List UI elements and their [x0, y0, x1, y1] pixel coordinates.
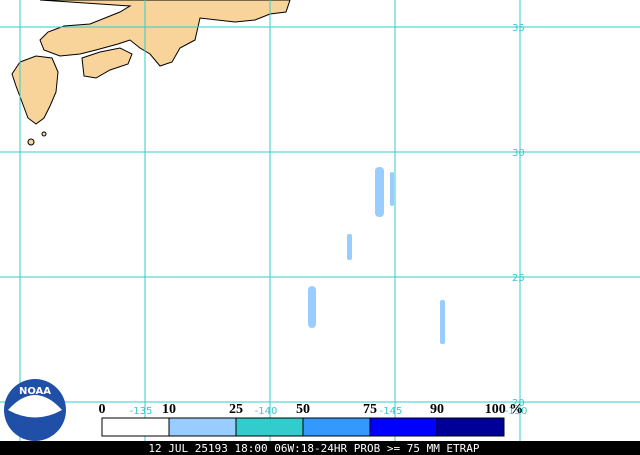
legend-label: 75 [363, 402, 377, 417]
lon-label: -135 [130, 406, 153, 417]
legend-label: 0 [99, 402, 106, 417]
legend: 0 10 25 50 75 90 100 % [99, 402, 524, 437]
lat-label: 20 [512, 398, 525, 409]
probability-areas [308, 167, 445, 344]
lat-label: 35 [512, 23, 525, 34]
island [27, 138, 35, 146]
legend-swatch [369, 417, 438, 437]
legend-swatch [436, 417, 505, 437]
probability-area [390, 172, 394, 206]
lon-label: -145 [380, 406, 403, 417]
logo-text: NOAA [19, 386, 51, 397]
lon-label: -150 [505, 406, 528, 417]
noaa-logo: NOAA [4, 379, 66, 441]
footer-text: 12 JUL 25193 18:00 06W:18-24HR PROB >= 7… [148, 442, 480, 455]
land [11, 0, 291, 146]
island [41, 131, 47, 137]
lat-label: 30 [512, 148, 525, 159]
kyushu [11, 55, 59, 125]
legend-swatch [235, 417, 304, 437]
shikoku [81, 47, 133, 79]
legend-label: 25 [229, 402, 243, 417]
probability-area [375, 167, 384, 217]
legend-label: 50 [296, 402, 310, 417]
footer-bar [0, 441, 640, 455]
grid: 35 30 25 20 -135 -140 -145 -150 [0, 0, 640, 441]
legend-swatch [168, 417, 237, 437]
logo-gull [8, 395, 62, 418]
legend-swatch [302, 417, 371, 437]
lon-label: -140 [255, 406, 278, 417]
legend-label: 90 [430, 402, 444, 417]
honshu [39, 0, 291, 67]
legend-label: 100 % [485, 402, 524, 417]
legend-label: 10 [162, 402, 176, 417]
probability-area [440, 300, 445, 344]
lat-label: 25 [512, 273, 525, 284]
legend-swatch [101, 417, 170, 437]
probability-area [308, 286, 316, 328]
probability-area [347, 234, 352, 260]
